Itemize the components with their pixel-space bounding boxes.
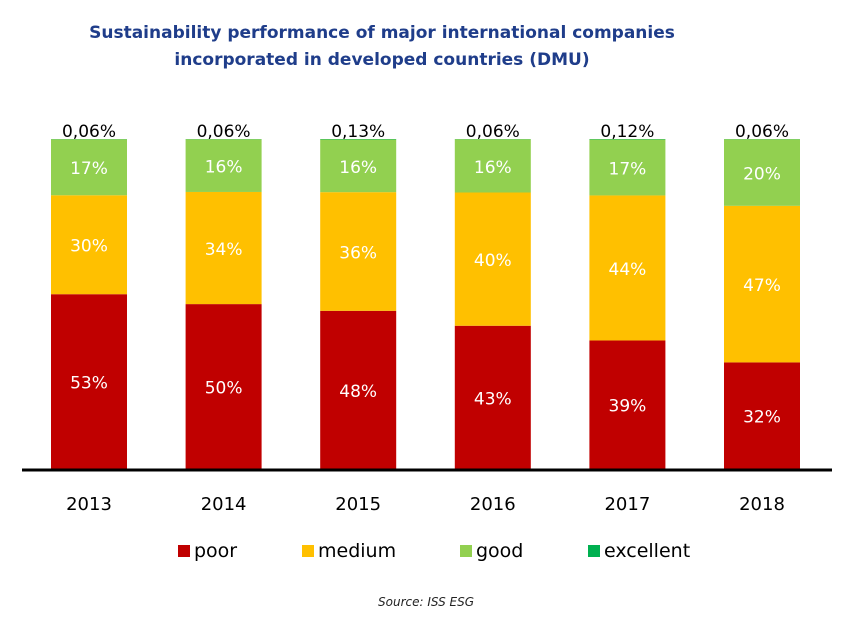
bar-medium-2013 xyxy=(51,195,127,295)
data-label-medium-2013: 30% xyxy=(70,237,108,257)
data-label-poor-2015: 48% xyxy=(339,382,377,402)
legend-item-excellent: excellent xyxy=(588,540,690,562)
x-tick-label-2018: 2018 xyxy=(739,494,785,515)
data-label-excellent-2018: 0,06% xyxy=(735,122,789,142)
bar-medium-2018 xyxy=(724,205,800,363)
chart-source: Source: ISS ESG xyxy=(378,595,474,609)
data-label-good-2015: 16% xyxy=(339,158,377,178)
legend-label-excellent: excellent xyxy=(604,540,691,562)
data-label-good-2016: 16% xyxy=(474,158,512,178)
legend-swatch-medium xyxy=(302,545,314,557)
data-label-excellent-2017: 0,12% xyxy=(600,122,654,142)
legend-item-poor: poor xyxy=(178,540,237,562)
legend-label-medium: medium xyxy=(318,540,397,562)
data-label-good-2014: 16% xyxy=(205,158,243,178)
data-label-poor-2018: 32% xyxy=(743,408,781,428)
data-label-medium-2015: 36% xyxy=(339,243,377,263)
legend-label-poor: poor xyxy=(194,540,238,562)
bar-good-2018 xyxy=(724,139,800,206)
data-label-poor-2014: 50% xyxy=(205,379,243,399)
data-label-excellent-2014: 0,06% xyxy=(197,122,251,142)
bar-good-2017 xyxy=(589,139,666,196)
legend-swatch-good xyxy=(460,545,472,557)
data-label-poor-2016: 43% xyxy=(474,389,512,409)
x-tick-label-2013: 2013 xyxy=(66,494,112,515)
data-label-medium-2016: 40% xyxy=(474,251,512,271)
bar-medium-2015 xyxy=(320,192,397,311)
x-tick-label-2016: 2016 xyxy=(470,494,516,515)
bar-good-2013 xyxy=(51,139,127,196)
bar-poor-2015 xyxy=(320,310,397,469)
bar-good-2016 xyxy=(454,139,531,193)
data-label-excellent-2015: 0,13% xyxy=(331,122,385,142)
data-label-excellent-2016: 0,06% xyxy=(466,122,520,142)
data-label-good-2018: 20% xyxy=(743,165,781,185)
chart-legend: poor medium good excellent xyxy=(0,540,852,566)
data-label-medium-2018: 47% xyxy=(743,276,781,296)
chart-title-line-1: Sustainability performance of major inte… xyxy=(89,23,675,43)
legend-item-medium: medium xyxy=(302,540,396,562)
data-label-medium-2017: 44% xyxy=(609,260,647,280)
x-tick-label-2017: 2017 xyxy=(604,494,650,515)
data-label-poor-2013: 53% xyxy=(70,374,108,394)
legend-swatch-poor xyxy=(178,545,190,557)
chart-title-line-2: incorporated in developed countries (DMU… xyxy=(174,50,590,70)
data-label-good-2013: 17% xyxy=(70,159,108,179)
bar-medium-2017 xyxy=(589,195,666,341)
bar-medium-2014 xyxy=(185,191,262,305)
x-tick-label-2015: 2015 xyxy=(335,494,381,515)
legend-item-good: good xyxy=(460,540,523,562)
data-label-good-2017: 17% xyxy=(609,159,647,179)
data-label-poor-2017: 39% xyxy=(609,397,647,417)
legend-swatch-excellent xyxy=(588,545,600,557)
bar-poor-2016 xyxy=(454,325,531,469)
x-tick-label-2014: 2014 xyxy=(201,494,247,515)
bar-poor-2013 xyxy=(51,294,127,469)
bar-poor-2017 xyxy=(589,340,666,469)
data-label-excellent-2013: 0,06% xyxy=(62,122,116,142)
chart-title: Sustainability performance of major inte… xyxy=(0,20,764,74)
bar-poor-2018 xyxy=(724,362,800,469)
legend-label-good: good xyxy=(476,540,524,562)
bar-poor-2014 xyxy=(185,304,262,469)
bar-medium-2016 xyxy=(454,192,531,326)
data-label-medium-2014: 34% xyxy=(205,240,243,260)
bar-good-2015 xyxy=(320,139,397,193)
bar-good-2014 xyxy=(185,139,262,192)
